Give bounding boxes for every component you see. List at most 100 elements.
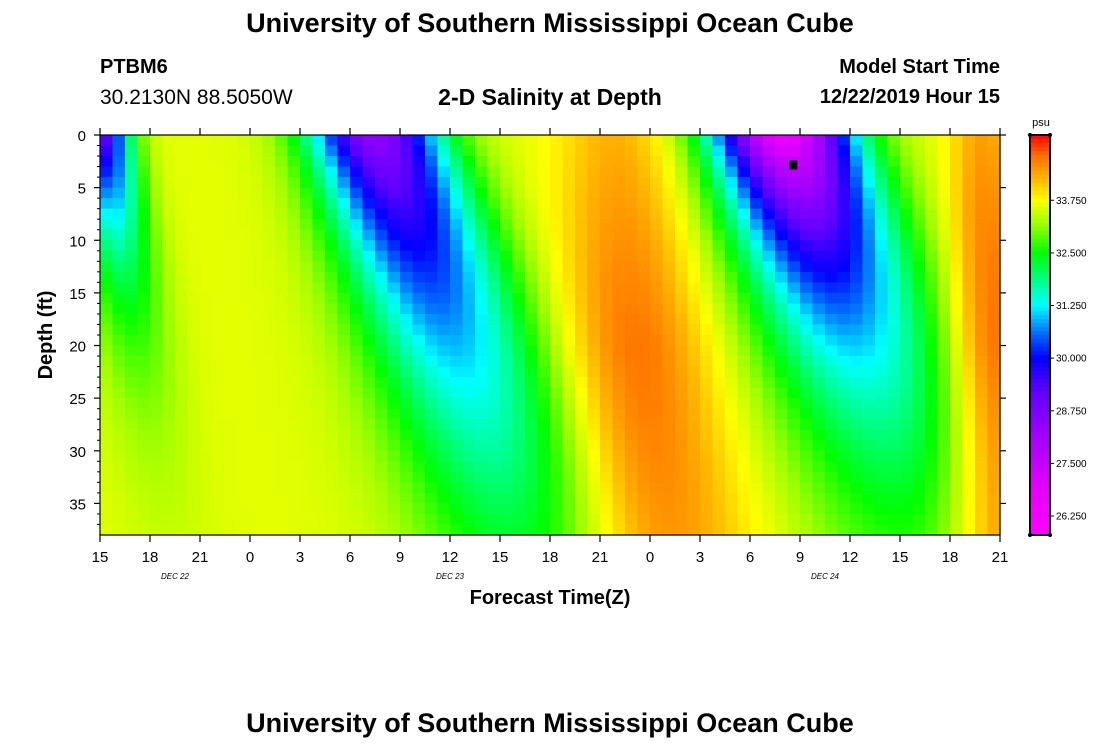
heatmap-cell (187, 145, 201, 157)
heatmap-cell (312, 471, 326, 483)
heatmap-cell (175, 408, 189, 420)
heatmap-cell (350, 492, 364, 505)
heatmap-cell (737, 419, 751, 431)
heatmap-cell (937, 440, 951, 452)
heatmap-cell (975, 450, 989, 462)
heatmap-cell (862, 145, 876, 157)
heatmap-cell (450, 208, 464, 220)
heatmap-cell (575, 177, 589, 189)
heatmap-cell (187, 261, 201, 273)
heatmap-cell (162, 229, 176, 241)
heatmap-cell (525, 261, 539, 273)
heatmap-cell (762, 513, 776, 526)
heatmap-cell (575, 335, 589, 347)
heatmap-cell (737, 408, 751, 420)
heatmap-cell (800, 313, 814, 326)
heatmap-cell (150, 429, 164, 441)
heatmap-cell (312, 387, 326, 399)
heatmap-cell (225, 503, 239, 515)
heatmap-cell (712, 303, 726, 315)
heatmap-cell (762, 366, 776, 378)
heatmap-cell (425, 313, 439, 326)
heatmap-cell (762, 398, 776, 410)
heatmap-cell (237, 461, 251, 473)
heatmap-cell (425, 177, 439, 189)
heatmap-cell (362, 198, 376, 210)
heatmap-cell (987, 387, 1001, 399)
heatmap-cell (412, 135, 426, 147)
heatmap-cell (762, 282, 776, 294)
heatmap-cell (887, 513, 901, 526)
heatmap-cell (462, 271, 476, 283)
heatmap-cell (675, 387, 689, 399)
heatmap-cell (637, 377, 651, 389)
heatmap-cell (187, 229, 201, 241)
heatmap-cell (975, 377, 989, 389)
heatmap-cell (125, 261, 139, 273)
heatmap-cell (312, 398, 326, 410)
heatmap-cell (725, 313, 739, 326)
heatmap-cell (925, 187, 939, 199)
heatmap-cell (287, 419, 301, 431)
heatmap-cell (425, 282, 439, 294)
heatmap-cell (862, 198, 876, 210)
heatmap-cell (425, 187, 439, 199)
heatmap-cell (537, 156, 551, 168)
heatmap-cell (150, 377, 164, 389)
heatmap-cell (725, 208, 739, 220)
heatmap-cell (150, 492, 164, 505)
heatmap-cell (400, 282, 414, 294)
heatmap-cell (612, 261, 626, 273)
heatmap-cell (287, 366, 301, 378)
heatmap-cell (837, 166, 851, 178)
heatmap-cell (775, 356, 789, 368)
x-tick-label: 9 (796, 549, 804, 566)
heatmap-cell (350, 513, 364, 526)
heatmap-cell (700, 345, 714, 357)
heatmap-cell (950, 429, 964, 441)
heatmap-cell (225, 250, 239, 262)
heatmap-cell (725, 303, 739, 315)
heatmap-cell (150, 166, 164, 178)
heatmap-cell (525, 303, 539, 315)
heatmap-cell (887, 366, 901, 378)
heatmap-cell (300, 345, 314, 357)
heatmap-cell (712, 408, 726, 420)
heatmap-cell (400, 419, 414, 431)
heatmap-cell (487, 524, 501, 536)
heatmap-cell (500, 303, 514, 315)
heatmap-cell (187, 240, 201, 252)
date-label: DEC 22 (161, 572, 190, 581)
heatmap-cell (925, 303, 939, 315)
heatmap-cell (625, 187, 639, 199)
colorbar-swatch (1030, 523, 1050, 528)
heatmap-cell (962, 166, 976, 178)
heatmap-cell (737, 240, 751, 252)
heatmap-cell (200, 156, 214, 168)
heatmap-cell (550, 482, 564, 494)
heatmap-cell (150, 440, 164, 452)
heatmap-cell (987, 303, 1001, 315)
heatmap-cell (962, 177, 976, 189)
heatmap-cell (287, 177, 301, 189)
heatmap-cell (462, 440, 476, 452)
heatmap-cell (812, 377, 826, 389)
heatmap-cell (637, 324, 651, 336)
heatmap-cell (737, 229, 751, 241)
heatmap-cell (412, 271, 426, 283)
colorbar-swatch (1030, 347, 1050, 352)
heatmap-cell (462, 166, 476, 178)
heatmap-cell (187, 440, 201, 452)
heatmap-cell (137, 492, 151, 505)
heatmap-cell (600, 335, 614, 347)
colorbar-swatch (1030, 243, 1050, 248)
heatmap-cell (537, 366, 551, 378)
heatmap-cell (775, 145, 789, 157)
heatmap-cell (900, 482, 914, 494)
heatmap-cell (862, 513, 876, 526)
heatmap-cell (737, 524, 751, 536)
heatmap-cell (887, 156, 901, 168)
heatmap-cell (987, 377, 1001, 389)
heatmap-cell (225, 177, 239, 189)
heatmap-cell (487, 471, 501, 483)
